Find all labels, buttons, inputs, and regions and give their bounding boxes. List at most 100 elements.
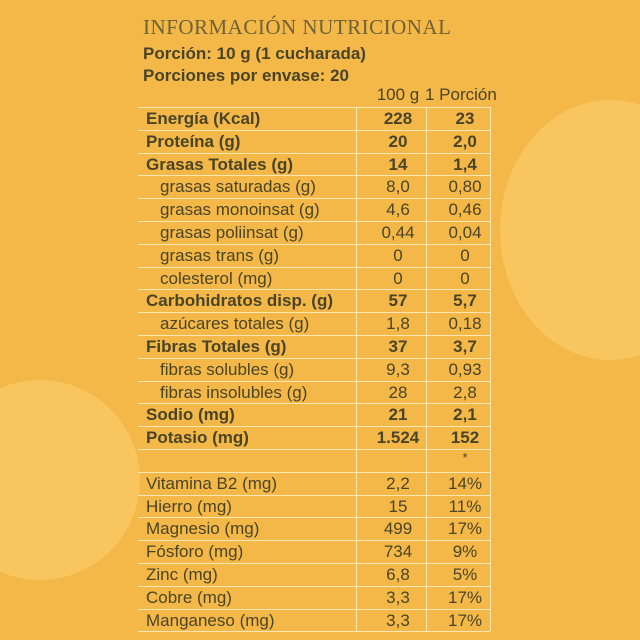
row-value: 0: [393, 268, 403, 288]
row-value: 0,80: [448, 177, 482, 197]
row-value: 2,0: [453, 131, 477, 151]
row-value: 37: [388, 337, 408, 356]
row-value: 2,1: [453, 405, 477, 425]
row-value: 23: [455, 109, 475, 128]
row-line: [138, 357, 490, 359]
row-value: 4,6: [386, 200, 410, 220]
row-label: Energía (Kcal): [146, 109, 261, 128]
row-label: Fósforo (mg): [146, 542, 244, 562]
row-line: [138, 175, 490, 177]
row-line: [138, 266, 490, 268]
row-label: Grasas Totales (g): [146, 154, 294, 174]
row-line: [138, 198, 490, 200]
row-value: 5%: [452, 565, 478, 584]
row-value: 3,3: [386, 610, 410, 630]
row-label: grasas poliinsat (g): [160, 223, 304, 242]
row-value: 734: [383, 542, 413, 562]
row-value: 3,3: [386, 587, 410, 607]
row-value: 3,7: [453, 337, 477, 356]
note: *: [462, 450, 468, 465]
row-label: grasas monoinsat (g): [160, 200, 320, 220]
row-value: 11%: [448, 496, 482, 516]
row-label: colesterol (mg): [160, 268, 273, 288]
row-line: [138, 380, 490, 382]
row-value: 0,04: [448, 223, 482, 242]
row-value: 6,8: [386, 565, 410, 584]
row-value: 0: [393, 245, 403, 265]
row-line: [138, 335, 490, 336]
row-label: Vitamina B2 (mg): [146, 473, 278, 493]
portion: Porción: 10 g (1 cucharada): [143, 44, 366, 63]
row-label: Manganeso (mg): [146, 610, 275, 630]
row-value: 1,4: [453, 154, 477, 174]
row-label: fibras insolubles (g): [160, 382, 308, 402]
row-label: grasas saturadas (g): [160, 177, 316, 197]
row-line: [138, 471, 490, 473]
row-line: [138, 221, 490, 222]
row-value: 0,18: [448, 314, 482, 334]
row-label: Sodio (mg): [146, 405, 235, 425]
decoration: [0, 380, 140, 580]
row-line: [138, 243, 490, 245]
row-value: 152: [450, 428, 480, 448]
row-line: [138, 494, 490, 496]
row-line: [138, 312, 490, 314]
row-label: Hierro (mg): [146, 496, 232, 516]
row-value: 0,46: [448, 200, 482, 220]
row-label: Carbohidratos disp. (g): [146, 291, 333, 311]
column-line: [490, 107, 491, 632]
row-label: Proteína (g): [146, 131, 241, 151]
title: INFORMACIÓN NUTRICIONAL: [143, 15, 452, 39]
column-line: [426, 107, 427, 632]
row-value: 2,8: [453, 382, 477, 402]
row-value: 499: [383, 519, 413, 539]
row-value: 14%: [447, 473, 483, 493]
row-label: Potasio (mg): [146, 428, 249, 448]
row-value: 28: [388, 382, 408, 402]
row-value: 17%: [447, 610, 483, 630]
row-value: 1.524: [376, 428, 420, 448]
row-line: [138, 631, 490, 633]
row-value: 8,0: [386, 177, 410, 197]
row-value: 0,93: [448, 359, 482, 379]
column-line: [356, 107, 357, 632]
row-value: 14: [388, 154, 408, 174]
row-line: [138, 129, 490, 131]
row-line: [138, 426, 490, 428]
row-value: 17%: [447, 519, 483, 539]
row-line: [138, 563, 490, 564]
row-line: [138, 517, 490, 519]
row-value: 5,7: [453, 291, 477, 311]
row-label: Zinc (mg): [146, 565, 218, 584]
row-line: [138, 152, 490, 154]
servings: Porciones por envase: 20: [143, 66, 349, 85]
row-line: [138, 107, 490, 108]
row-label: Fibras Totales (g): [146, 337, 287, 356]
row-value: 21: [388, 405, 408, 425]
decoration: [500, 100, 640, 360]
row-label: Cobre (mg): [146, 587, 232, 607]
row-value: 9%: [452, 542, 478, 562]
row-value: 20: [388, 131, 408, 151]
row-line: [138, 540, 490, 542]
row-value: 0: [460, 245, 470, 265]
row-value: 9,3: [386, 359, 410, 379]
row-value: 1,8: [386, 314, 410, 334]
row-value: 15: [388, 496, 408, 516]
row-line: [138, 289, 490, 291]
column-header: 1 Porción: [425, 85, 497, 104]
row-value: 2,2: [386, 473, 410, 493]
row-value: 0: [460, 268, 470, 288]
row-value: 57: [388, 291, 408, 311]
row-label: Magnesio (mg): [146, 519, 260, 539]
row-label: grasas trans (g): [160, 245, 280, 265]
row-line: [138, 403, 490, 405]
row-line: [138, 449, 490, 450]
row-value: 228: [383, 109, 413, 128]
row-label: azúcares totales (g): [160, 314, 310, 334]
row-label: fibras solubles (g): [160, 359, 295, 379]
row-line: [138, 585, 490, 587]
row-value: 17%: [447, 587, 483, 607]
row-value: 0,44: [381, 223, 415, 242]
